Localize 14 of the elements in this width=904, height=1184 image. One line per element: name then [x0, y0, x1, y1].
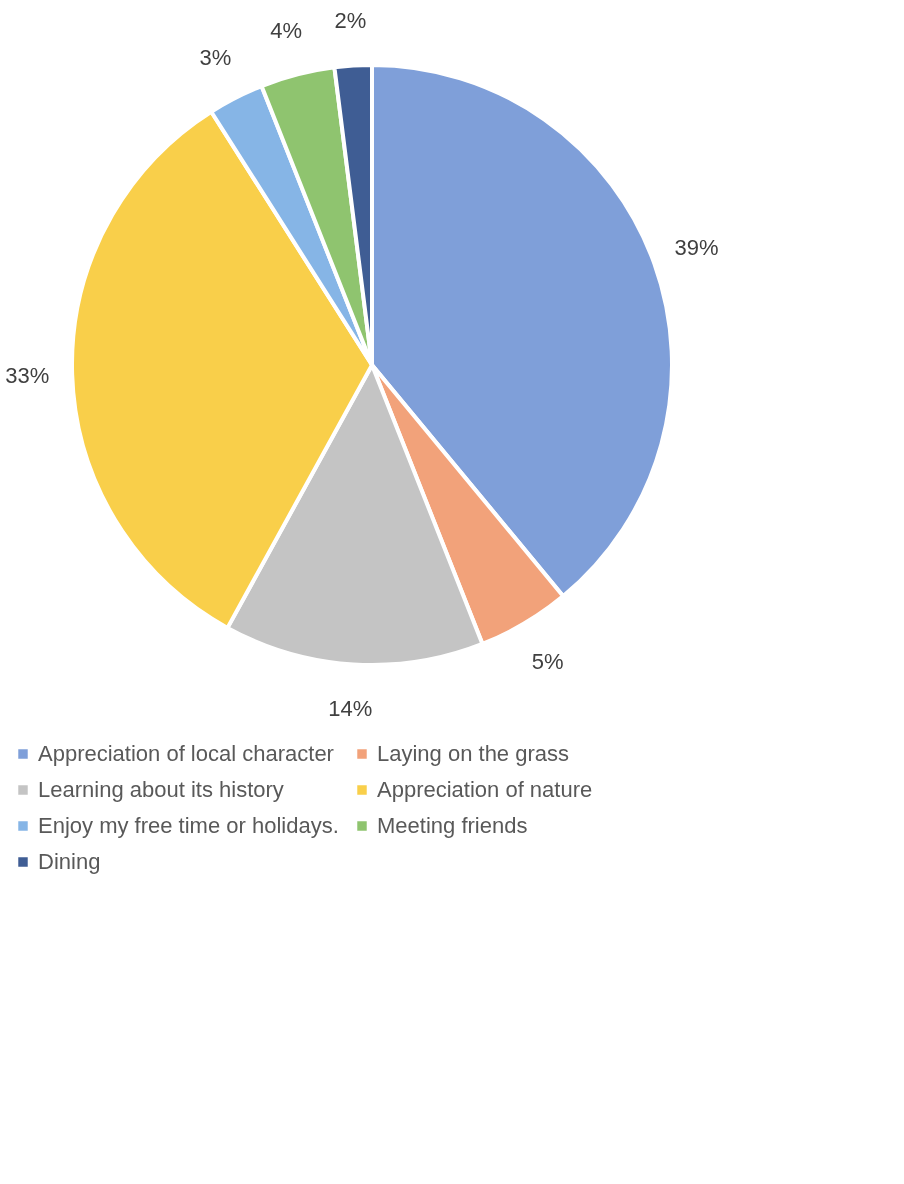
legend-label: Meeting friends: [377, 813, 528, 838]
data-label: 2%: [334, 7, 367, 33]
legend-label: Appreciation of local character: [38, 741, 334, 766]
legend-label: Enjoy my free time or holidays.: [38, 813, 339, 838]
data-label: 39%: [674, 235, 719, 261]
legend-label: Appreciation of nature: [377, 777, 593, 802]
legend-label: Learning about its history: [38, 777, 284, 802]
data-label: 33%: [5, 362, 50, 388]
data-label: 5%: [531, 648, 564, 674]
legend-label: Laying on the grass: [377, 741, 570, 766]
data-label: 4%: [270, 17, 303, 43]
data-label: 14%: [328, 696, 373, 722]
legend-label: Dining: [38, 849, 101, 874]
data-label: 3%: [199, 44, 232, 70]
